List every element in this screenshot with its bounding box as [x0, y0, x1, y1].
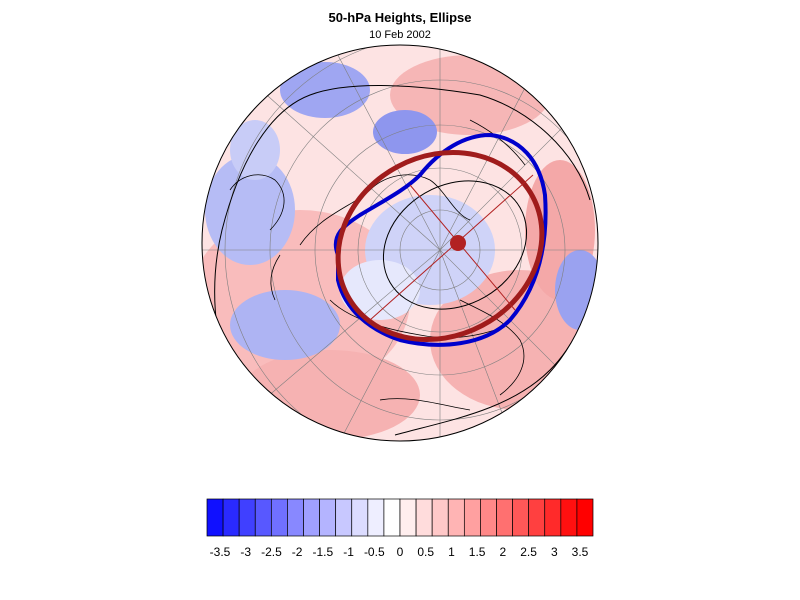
colorbar-swatch: [222, 498, 240, 537]
colorbar-tick-label: -2.5: [261, 545, 282, 559]
colorbar-tick-label: 1.5: [469, 545, 486, 559]
colorbar-tick-label: 2.5: [520, 545, 537, 559]
vortex-centroid: [450, 235, 466, 251]
colorbar-swatch: [463, 498, 481, 537]
colorbar-swatch: [367, 498, 385, 537]
colorbar-tick-label: -1: [343, 545, 354, 559]
colorbar-tick-label: 0.5: [417, 545, 434, 559]
vortex-edge: [333, 132, 548, 347]
colorbar-swatch: [351, 498, 369, 537]
map-border: [201, 44, 599, 442]
colorbar-swatch: [528, 498, 546, 537]
colorbar-tick-label: -3: [240, 545, 251, 559]
colorbar-tick-label: -3.5: [210, 545, 231, 559]
graticule: [202, 45, 598, 441]
map-date: 10 Feb 2002: [369, 29, 431, 41]
colorbar-swatch: [431, 498, 449, 537]
colorbar-swatch: [303, 498, 320, 537]
colorbar-swatch: [512, 498, 530, 537]
colorbar-swatch: [238, 498, 256, 537]
colorbar-tick-label: 3.5: [572, 545, 589, 559]
colorbar-swatch: [287, 498, 304, 537]
colorbar-tick-label: 1: [448, 545, 455, 559]
colorbar-swatch: [335, 498, 353, 537]
colorbar-tick-label: -0.5: [364, 545, 385, 559]
coastlines: [229, 119, 526, 411]
colorbar-swatch: [576, 498, 594, 537]
colorbar-swatch: [447, 498, 465, 537]
map-title: 50-hPa Heights, Ellipse: [328, 10, 472, 25]
colorbar-tick-label: -1.5: [313, 545, 334, 559]
colorbar-swatch: [415, 498, 433, 537]
colorbar-swatch: [496, 498, 513, 537]
colorbar-tick-label: -2: [292, 545, 303, 559]
colorbar-swatch: [544, 498, 562, 537]
fitted-ellipse: [335, 149, 545, 343]
colorbar-tick-label: 0: [397, 545, 404, 559]
colorbar-swatch: [319, 498, 337, 537]
colorbar-swatch: [270, 498, 288, 537]
colorbar-swatch: [399, 498, 417, 537]
colorbar-tick-label: 3: [551, 545, 558, 559]
colorbar-swatch: [383, 498, 401, 537]
colorbar-swatch: [560, 498, 578, 537]
colorbar-swatch: [206, 498, 224, 537]
colorbar-tick-label: 2: [500, 545, 507, 559]
colorbar-swatch: [254, 498, 272, 537]
colorbar-swatch: [480, 498, 497, 537]
